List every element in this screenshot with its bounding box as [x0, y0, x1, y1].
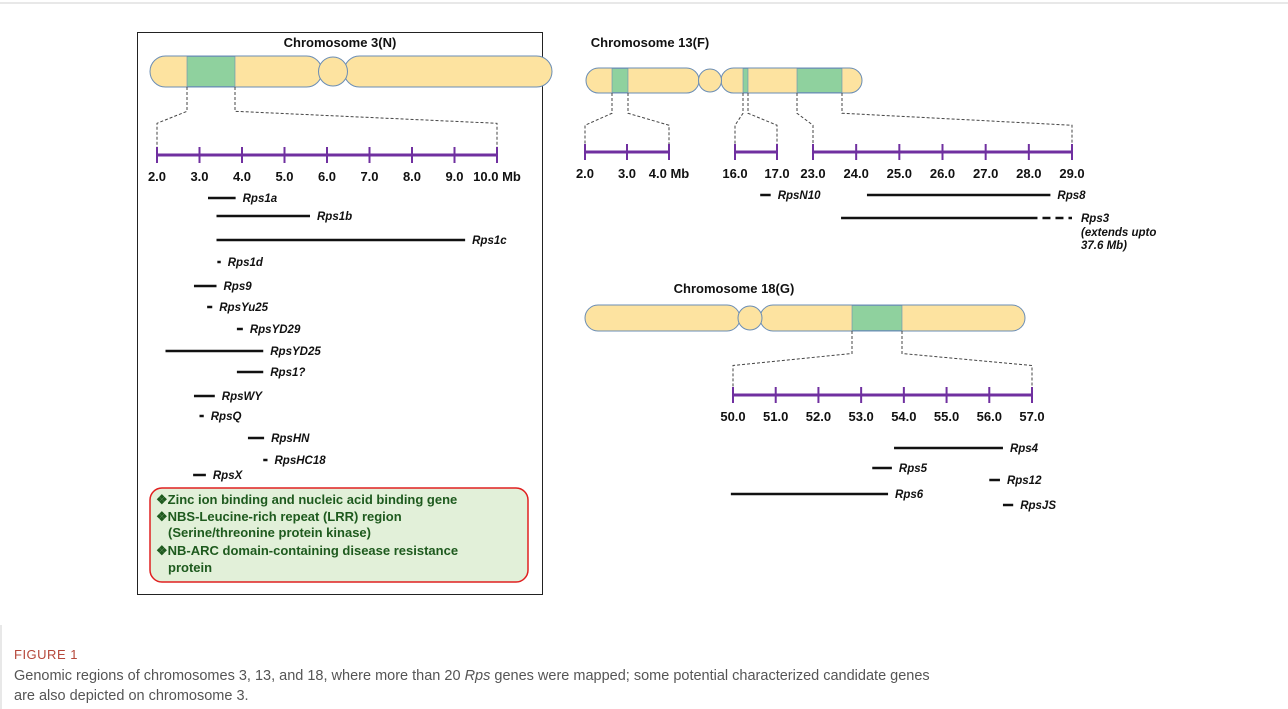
chromosome-title: Chromosome 18(G) [674, 281, 795, 296]
centromere [738, 306, 762, 330]
gene-label: RpsJS [1020, 500, 1056, 512]
caption-text: Rps [465, 668, 491, 684]
note: ❖NB-ARC domain-containing disease resist… [156, 543, 458, 558]
scale-tick-label: 8.0 [403, 169, 421, 184]
connector [735, 93, 743, 146]
candidate-region [187, 57, 235, 87]
gene-label: Rps1d [228, 257, 264, 269]
gene-label: RpsQ [211, 411, 242, 423]
connector [157, 87, 187, 149]
scale-tick-label: 27.0 [973, 166, 998, 181]
connector [842, 93, 1072, 146]
chromosome-title: Chromosome 13(F) [591, 35, 709, 50]
scale-tick-label: 2.0 [148, 169, 166, 184]
caption: are also depicted on chromosome 3. [14, 688, 249, 704]
note: protein [168, 560, 212, 575]
scale-tick-label: 2.0 [576, 166, 594, 181]
connector [748, 93, 777, 146]
chromosome-arm [585, 305, 740, 331]
figure: ❖Zinc ion binding and nucleic acid bindi… [0, 0, 1288, 709]
gene-label: RpsHN [271, 433, 310, 445]
note: ❖Zinc ion binding and nucleic acid bindi… [156, 492, 457, 507]
connector [797, 93, 813, 146]
chromosome-arm [344, 56, 552, 87]
scale-tick-label: 10.0 Mb [473, 169, 521, 184]
scale-tick-label: 57.0 [1019, 409, 1044, 424]
scale-tick-label: 51.0 [763, 409, 788, 424]
chromosome-arm [150, 56, 322, 87]
gene-label: Rps1b [317, 211, 352, 223]
gene-label: Rps9 [224, 281, 253, 293]
caption-text: genes were mapped; some potential charac… [490, 668, 929, 684]
scale-tick-label: 9.0 [445, 169, 463, 184]
gene-note: 37.6 Mb) [1081, 240, 1127, 252]
scale-tick-label: 29.0 [1059, 166, 1084, 181]
scale-tick-label: 17.0 [764, 166, 789, 181]
scale-tick-label: 54.0 [891, 409, 916, 424]
connector [628, 93, 669, 146]
scale-tick-label: 56.0 [977, 409, 1002, 424]
scale-tick-label: 3.0 [618, 166, 636, 181]
gene-note: (extends upto [1081, 227, 1156, 239]
scale-tick-label: 55.0 [934, 409, 959, 424]
connector [585, 93, 612, 146]
scale-tick-label: 24.0 [844, 166, 869, 181]
scale-tick-label: 3.0 [190, 169, 208, 184]
candidate-region [797, 69, 842, 93]
figure-label: FIGURE 1 [14, 647, 78, 662]
scale-tick-label: 50.0 [720, 409, 745, 424]
scale-tick-label: 26.0 [930, 166, 955, 181]
gene-label: Rps5 [899, 463, 928, 475]
connector [235, 87, 497, 149]
scale-tick-label: 5.0 [275, 169, 293, 184]
candidate-region [743, 69, 748, 93]
gene-label: RpsYu25 [219, 302, 268, 314]
scale-tick-label: 4.0 Mb [649, 166, 690, 181]
chromosome-arm [586, 68, 699, 93]
gene-label: RpsX [213, 470, 244, 482]
caption: Genomic regions of chromosomes 3, 13, an… [14, 668, 930, 684]
gene-label: Rps6 [895, 489, 924, 501]
chromosome-title: Chromosome 3(N) [284, 35, 397, 50]
gene-label: Rps8 [1057, 190, 1086, 202]
connector [733, 331, 852, 389]
gene-label: RpsN10 [778, 190, 821, 202]
gene-label: RpsWY [222, 391, 264, 403]
note: ❖NBS-Leucine-rich repeat (LRR) region [156, 509, 402, 524]
scale-tick-label: 52.0 [806, 409, 831, 424]
scale-tick-label: 23.0 [800, 166, 825, 181]
centromere [699, 69, 722, 92]
gene-label: Rps4 [1010, 443, 1039, 455]
gene-label: RpsYD25 [270, 346, 321, 358]
caption-text: Genomic regions of chromosomes 3, 13, an… [14, 668, 465, 684]
scale-tick-label: 25.0 [887, 166, 912, 181]
gene-label: Rps1c [472, 235, 507, 247]
gene-label: Rps1? [270, 367, 305, 379]
gene-label: RpsHC18 [275, 455, 327, 467]
scale-tick-label: 53.0 [848, 409, 873, 424]
candidate-region [852, 306, 902, 331]
scale-tick-label: 4.0 [233, 169, 251, 184]
scale-tick-label: 28.0 [1016, 166, 1041, 181]
note: (Serine/threonine protein kinase) [168, 525, 371, 540]
gene-label: RpsYD29 [250, 324, 301, 336]
gene-label: Rps3 [1081, 213, 1110, 225]
connector [902, 331, 1032, 389]
gene-label: Rps1a [243, 193, 278, 205]
scale-tick-label: 7.0 [360, 169, 378, 184]
centromere [319, 57, 348, 86]
scale-tick-label: 16.0 [722, 166, 747, 181]
gene-label: Rps12 [1007, 475, 1042, 487]
candidate-region [612, 69, 628, 93]
scale-tick-label: 6.0 [318, 169, 336, 184]
